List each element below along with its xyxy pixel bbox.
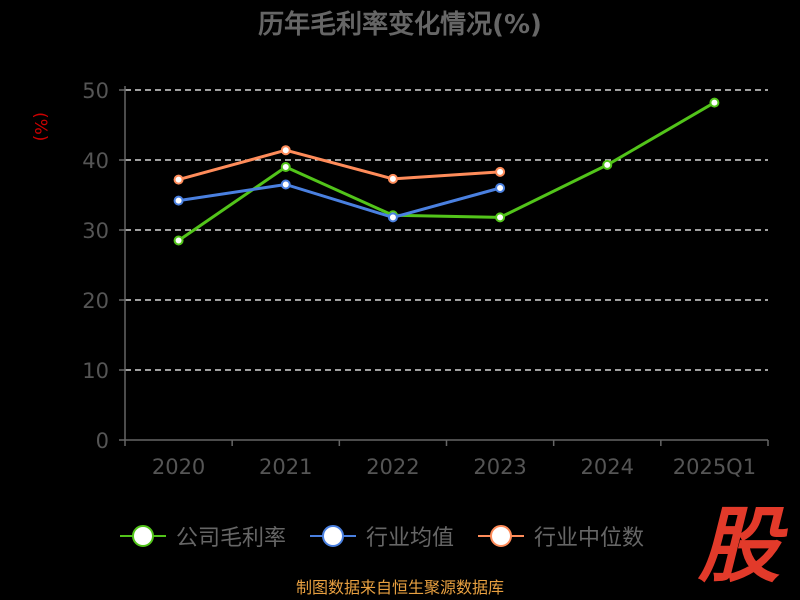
data-point-0-2024 xyxy=(602,159,613,170)
y-tick-label-10: 10 xyxy=(82,359,109,383)
x-tick-label-2024: 2024 xyxy=(581,455,634,479)
legend-label-company: 公司毛利率 xyxy=(176,526,287,551)
x-tick-label-2022: 2022 xyxy=(366,455,419,479)
chart-title: 历年毛利率变化情况(%) xyxy=(258,10,542,40)
legend-label-industry-mean: 行业均值 xyxy=(366,526,455,551)
series-line-2 xyxy=(178,148,501,182)
legend-item-industry-median[interactable]: 行业中位数 xyxy=(476,520,644,552)
legend-label-industry-median: 行业中位数 xyxy=(534,526,645,551)
legend-marker-industry-mean xyxy=(310,525,357,547)
y-tick-label-20: 20 xyxy=(82,289,109,313)
data-point-0-2021 xyxy=(280,162,291,172)
x-tick-label-2020: 2020 xyxy=(152,455,205,479)
legend-item-industry-mean[interactable]: 行业均值 xyxy=(308,520,454,552)
series-line-0 xyxy=(177,101,716,242)
data-point-1-2021 xyxy=(280,179,291,190)
data-point-2-2020 xyxy=(173,174,184,185)
legend-marker-company xyxy=(120,525,166,547)
data-point-2-2022 xyxy=(387,173,398,184)
data-point-0-2025Q1 xyxy=(709,97,720,108)
chart-legend: 公司毛利率 行业均值 行业中位数 xyxy=(118,520,644,552)
y-tick-label-0: 0 xyxy=(96,429,109,453)
legend-marker-industry-median xyxy=(478,525,525,547)
series-line-1 xyxy=(178,183,501,219)
data-point-1-2023 xyxy=(495,183,506,193)
y-tick-label-40: 40 xyxy=(82,149,109,173)
x-tick-label-2023: 2023 xyxy=(473,455,526,479)
data-point-0-2023 xyxy=(495,212,506,223)
legend-item-company[interactable]: 公司毛利率 xyxy=(118,520,286,552)
brand-logo: 股 xyxy=(698,499,780,594)
y-tick-label-30: 30 xyxy=(82,219,109,243)
data-point-2-2021 xyxy=(280,145,291,156)
x-tick-label-2025Q1: 2025Q1 xyxy=(673,455,756,479)
data-point-2-2023 xyxy=(495,166,506,177)
data-point-0-2020 xyxy=(173,235,184,246)
data-point-1-2020 xyxy=(173,195,184,206)
x-tick-label-2021: 2021 xyxy=(259,455,312,479)
data-source-note: 制图数据来自恒生聚源数据库 xyxy=(295,578,504,597)
data-point-1-2022 xyxy=(387,212,398,223)
y-tick-label-50: 50 xyxy=(82,79,109,103)
